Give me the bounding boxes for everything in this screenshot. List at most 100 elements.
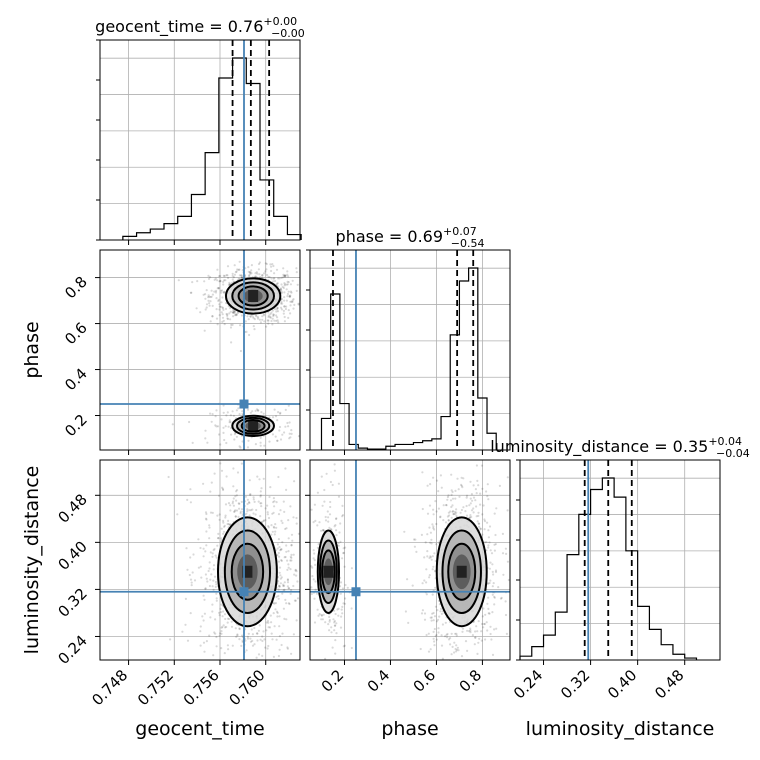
sample-point xyxy=(343,565,346,568)
sample-point xyxy=(258,318,261,321)
x-tick-label: 0.32 xyxy=(557,666,593,702)
sample-point xyxy=(247,439,250,442)
sample-point xyxy=(288,432,291,435)
sample-point xyxy=(465,494,469,497)
sample-point xyxy=(186,639,190,642)
sample-point xyxy=(260,487,263,490)
sample-point xyxy=(222,624,225,627)
sample-point xyxy=(475,625,478,628)
sample-point xyxy=(488,567,491,570)
sample-point xyxy=(493,512,496,515)
contour-line xyxy=(217,516,278,628)
sample-point xyxy=(283,274,286,277)
sample-point xyxy=(320,618,323,621)
sample-point xyxy=(284,598,287,602)
sample-point xyxy=(227,283,230,286)
sample-point xyxy=(226,644,229,647)
sample-point xyxy=(332,618,335,621)
sample-point xyxy=(270,269,273,273)
sample-point xyxy=(479,527,482,531)
sample-point xyxy=(223,290,226,293)
sample-point xyxy=(483,541,486,544)
sample-point xyxy=(228,617,231,621)
sample-point xyxy=(439,610,442,613)
sample-point xyxy=(317,543,320,546)
sample-point xyxy=(279,288,282,291)
sample-point xyxy=(280,300,283,303)
sample-point xyxy=(328,620,331,623)
sample-point xyxy=(278,425,282,429)
sample-point xyxy=(269,263,272,266)
sample-point xyxy=(176,513,179,516)
sample-point xyxy=(489,549,492,552)
sample-point xyxy=(230,625,234,628)
sample-point xyxy=(461,486,464,489)
sample-point xyxy=(235,635,238,638)
sample-point xyxy=(487,582,490,585)
sample-point xyxy=(494,570,498,574)
sample-point xyxy=(276,307,279,310)
sample-point xyxy=(231,311,235,314)
sample-point xyxy=(199,644,202,647)
sample-point xyxy=(262,630,265,633)
sample-point xyxy=(290,652,293,655)
sample-point xyxy=(209,511,213,514)
sample-point xyxy=(276,439,279,442)
sample-point xyxy=(485,490,488,493)
density-peak xyxy=(242,565,253,578)
sample-point xyxy=(487,529,490,532)
sample-point xyxy=(269,315,272,318)
sample-point xyxy=(280,283,283,286)
sample-point xyxy=(295,267,298,270)
sample-point xyxy=(252,512,255,515)
sample-point xyxy=(240,276,244,279)
sample-point xyxy=(228,312,231,315)
sample-point xyxy=(465,504,468,508)
sample-point xyxy=(214,585,217,589)
sample-point xyxy=(267,314,270,317)
sample-point xyxy=(251,410,254,413)
sample-point xyxy=(255,656,258,659)
sample-point xyxy=(219,611,223,614)
sample-point xyxy=(283,510,286,513)
sample-point xyxy=(270,265,273,268)
sample-point xyxy=(284,555,287,559)
sample-point xyxy=(232,497,235,500)
sample-point xyxy=(278,648,281,651)
sample-point xyxy=(488,581,491,585)
sample-point xyxy=(280,308,283,311)
sample-point xyxy=(269,313,272,316)
sample-point xyxy=(491,563,494,566)
sample-point xyxy=(281,302,284,305)
sample-point xyxy=(328,513,332,516)
x-axis-label: phase xyxy=(381,718,438,740)
sample-point xyxy=(227,502,231,505)
sample-point xyxy=(234,509,237,512)
sample-point xyxy=(234,314,237,317)
sample-point xyxy=(278,585,281,588)
sample-point xyxy=(229,504,232,507)
sample-point xyxy=(283,588,286,592)
sample-point xyxy=(208,561,211,564)
x-tick-label: 0.6 xyxy=(410,666,440,696)
sample-point xyxy=(227,523,230,526)
sample-point xyxy=(263,444,266,447)
sample-point xyxy=(250,272,253,275)
sample-point xyxy=(279,574,282,577)
sample-point xyxy=(213,472,216,475)
sample-point xyxy=(457,488,460,491)
sample-point xyxy=(236,471,240,474)
sample-point xyxy=(272,511,275,514)
sample-point xyxy=(476,520,479,523)
sample-point xyxy=(216,268,219,271)
sample-point xyxy=(433,644,436,647)
sample-point xyxy=(285,288,288,291)
sample-point xyxy=(239,349,242,353)
sample-point xyxy=(277,588,280,591)
sample-point xyxy=(238,274,241,277)
sample-point xyxy=(191,571,194,574)
sample-point xyxy=(414,538,417,541)
sample-point xyxy=(253,328,256,331)
sample-point xyxy=(476,652,479,656)
sample-point xyxy=(293,573,296,576)
